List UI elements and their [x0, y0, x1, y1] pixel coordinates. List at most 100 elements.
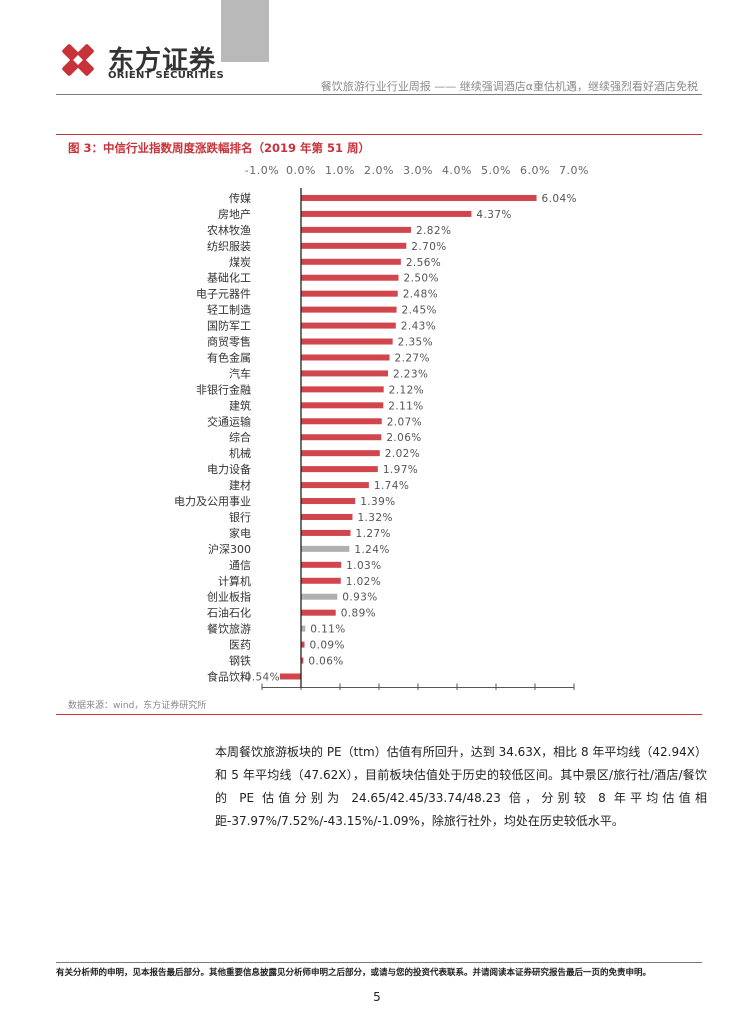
category-label: 轻工制造 [207, 303, 251, 317]
data-label: 1.97% [383, 464, 418, 476]
data-label: 2.12% [389, 384, 424, 396]
orient-securities-logo-icon [62, 44, 94, 76]
category-label: 交通运输 [207, 414, 251, 428]
bar [301, 466, 378, 473]
header-divider [56, 94, 702, 95]
category-label: 基础化工 [207, 271, 251, 285]
data-label: 0.06% [308, 656, 343, 668]
category-label: 汽车 [229, 366, 251, 380]
data-label: 0.93% [342, 592, 377, 604]
body-paragraph: 本周餐饮旅游板块的 PE（ttm）估值有所回升，达到 34.63X，相比 8 年… [215, 745, 707, 828]
data-label: 2.11% [388, 400, 423, 412]
data-label: 2.35% [398, 337, 433, 349]
category-label: 钢铁 [229, 655, 251, 668]
category-label: 银行 [229, 510, 251, 524]
bar [301, 210, 472, 217]
bar [301, 482, 369, 489]
bar [301, 418, 382, 425]
data-label: 0.09% [310, 640, 345, 652]
bar [301, 338, 393, 345]
category-label: 餐饮旅游 [207, 622, 251, 636]
category-label: 房地产 [218, 207, 251, 221]
data-label: 1.39% [360, 496, 395, 508]
data-label: 2.48% [403, 289, 438, 301]
industry-weekly-return-chart: -1.0% 0.0% 1.0% 2.0% 3.0% 4.0% 5.0% 6.0% 7.0% 传媒 6… [174, 164, 589, 690]
bar [301, 290, 398, 297]
bar [301, 609, 336, 616]
category-label: 食品饮料 [207, 669, 251, 683]
brand-name-en: ORIENT SECURITIES [108, 70, 225, 81]
data-label: 2.27% [395, 352, 430, 364]
bar [301, 561, 342, 568]
bar [301, 370, 388, 377]
bar [301, 434, 382, 441]
bar [301, 641, 305, 648]
bar [301, 657, 304, 664]
category-label: 传媒 [229, 192, 251, 205]
bar [301, 258, 401, 265]
category-label: 电力设备 [207, 462, 251, 476]
bar [301, 513, 353, 520]
category-label: 电力及公用事业 [174, 495, 251, 508]
page-number: 5 [373, 990, 381, 1004]
category-label: 非银行金融 [196, 382, 251, 396]
bar [301, 402, 384, 409]
bar [301, 242, 407, 249]
data-label: 2.23% [393, 368, 428, 380]
x-tick-label: 7.0% [559, 164, 589, 177]
bar [301, 529, 351, 536]
category-label: 石油石化 [207, 606, 251, 620]
brand-name-cn: 东方证券 [108, 46, 217, 76]
data-label: 1.32% [357, 512, 392, 524]
data-label: -0.54% [240, 671, 280, 683]
report-title: 餐饮旅游行业行业周报 —— 继续强调酒店α重估机遇，继续强烈看好酒店免税 [320, 80, 698, 93]
bar [301, 274, 399, 281]
data-label: 2.82% [416, 225, 451, 237]
category-label: 沪深300 [208, 542, 251, 556]
data-label: 1.74% [374, 480, 409, 492]
x-tick-label: 6.0% [520, 164, 550, 177]
figure-top-rule [56, 134, 702, 135]
category-label: 建材 [229, 478, 251, 492]
category-label: 农林牧渔 [207, 223, 251, 237]
data-label: 2.56% [406, 257, 441, 269]
footer-divider [56, 962, 702, 963]
category-label: 创业板指 [207, 590, 251, 604]
data-label: 0.11% [310, 624, 345, 636]
bar [301, 545, 350, 552]
bar [301, 625, 306, 632]
data-label: 2.45% [402, 305, 437, 317]
category-label: 有色金属 [207, 350, 251, 364]
footer-disclaimer: 有关分析师的申明，见本报告最后部分。其他重要信息披露见分析师申明之后部分，或请与… [56, 968, 652, 978]
category-label: 机械 [229, 446, 251, 460]
x-tick-label: 4.0% [442, 164, 472, 177]
category-label: 家电 [229, 526, 251, 540]
data-label: 1.03% [346, 560, 381, 572]
data-label: 1.24% [354, 544, 389, 556]
data-label: 0.89% [341, 608, 376, 620]
category-label: 医药 [229, 639, 251, 652]
category-label: 煤炭 [229, 256, 251, 269]
bar [301, 354, 390, 361]
bar [301, 450, 380, 457]
figure-title: 图 3：中信行业指数周度涨跌幅排名（2019 年第 51 周） [68, 141, 371, 155]
data-label: 2.07% [387, 416, 422, 428]
category-label: 商贸零售 [207, 335, 251, 349]
category-label: 计算机 [218, 574, 251, 588]
x-tick-label: 5.0% [481, 164, 511, 177]
data-label: 2.70% [411, 241, 446, 253]
x-tick-label: 3.0% [403, 164, 433, 177]
bar [301, 194, 537, 201]
data-label: 1.27% [356, 528, 391, 540]
category-label: 国防军工 [207, 319, 251, 333]
bar [279, 673, 301, 680]
category-label: 建筑 [229, 398, 251, 412]
x-tick-label: -1.0% [245, 164, 279, 177]
data-label: 2.02% [385, 448, 420, 460]
figure-bottom-rule [56, 714, 702, 715]
figure-source: 数据来源：wind，东方证券研究所 [68, 701, 207, 711]
data-label: 2.50% [404, 273, 439, 285]
category-label: 电子元器件 [196, 288, 251, 301]
bar [301, 306, 397, 313]
x-tick-label: 2.0% [364, 164, 394, 177]
